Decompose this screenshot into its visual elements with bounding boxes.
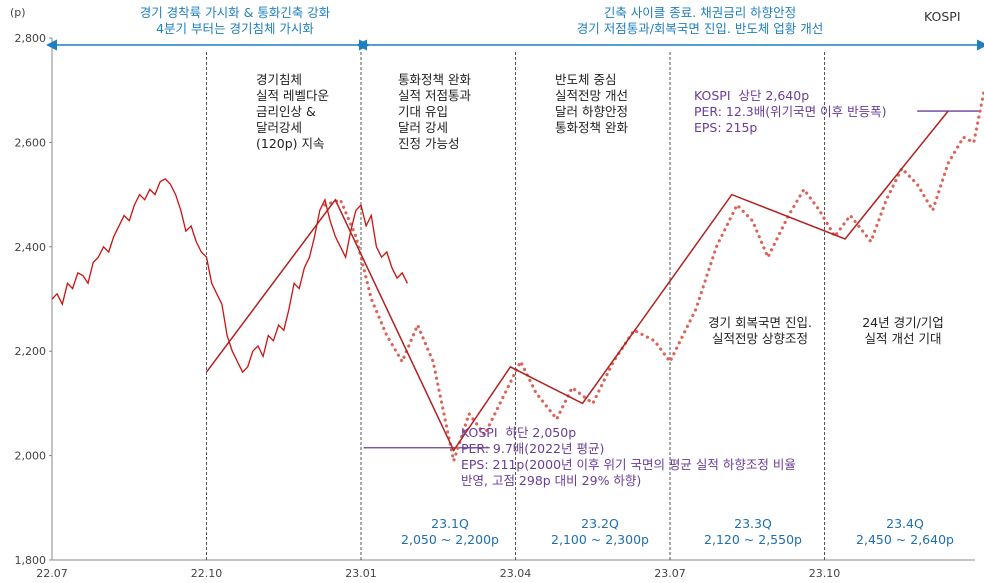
y-tick-label: 2,600 [15, 136, 47, 149]
header-left: 경기 경착륙 가시화 & 통화긴축 강화 4분기 부터는 경기침체 가시화 [139, 5, 331, 36]
quarter-range: 2,050 ~ 2,200p [401, 532, 499, 547]
header-right: 긴축 사이클 종료. 채권금리 하향안정 경기 저점통과/회복국면 진입. 반도… [576, 5, 824, 36]
annotation-q4-2022: 경기침체 실적 레벨다운 금리인상 & 달러강세 (120p) 지속 [256, 72, 329, 151]
annotation-q1-2023: 통화정책 완화 실적 저점통과 기대 유입 달러 강세 진정 가능성 [398, 72, 471, 151]
series-actual [51, 178, 408, 374]
kospi-low-block: KOSPI 하단 2,050p PER: 9.7배(2022년 평균) EPS:… [461, 425, 796, 488]
quarter-label: 23.1Q [431, 516, 469, 531]
quarter-range: 2,450 ~ 2,640p [856, 532, 954, 547]
x-tick-label: 23.07 [654, 567, 686, 580]
series-trend [205, 110, 949, 452]
y-tick-label: 1,800 [15, 554, 47, 567]
x-tick-label: 23.01 [345, 567, 377, 580]
quarter-range: 2,100 ~ 2,300p [551, 532, 649, 547]
quarter-range-1: 23.1Q 2,050 ~ 2,200p [390, 516, 510, 548]
axes: (p) 1,800 2,000 2,200 2,400 2,600 2,800 22.07 22… [10, 6, 975, 580]
quarter-label: 23.4Q [886, 516, 924, 531]
quarter-range-4: 23.4Q 2,450 ~ 2,640p [845, 516, 965, 548]
x-tick-label: 23.04 [500, 567, 532, 580]
quarter-label: 23.3Q [734, 516, 772, 531]
series-dotted [323, 88, 984, 463]
quarter-range: 2,120 ~ 2,550p [704, 532, 802, 547]
quarter-label: 23.2Q [581, 516, 619, 531]
reference-lines [363, 110, 979, 449]
kospi-high-block: KOSPI 상단 2,640p PER: 12.3배(위기국면 이후 반등폭) … [694, 88, 887, 135]
y-tick-label: 2,400 [15, 241, 47, 254]
y-axis-unit: (p) [10, 6, 26, 19]
y-tick-label: 2,200 [15, 345, 47, 358]
legend-kospi: KOSPI [924, 9, 961, 24]
quarter-range-2: 23.2Q 2,100 ~ 2,300p [540, 516, 660, 548]
x-tick-label: 23.10 [809, 567, 841, 580]
y-tick-label: 2,000 [15, 450, 47, 463]
quarter-range-3: 23.3Q 2,120 ~ 2,550p [693, 516, 813, 548]
y-tick-label: 2,800 [15, 32, 47, 45]
series-group [51, 88, 984, 463]
annotation-q4-2023: 24년 경기/기업 실적 개선 기대 [862, 315, 944, 346]
x-tick-label: 22.07 [36, 567, 68, 580]
x-tick-label: 22.10 [191, 567, 223, 580]
annotation-q3-2023: 경기 회복국면 진입. 실적전망 상향조정 [708, 315, 812, 346]
annotation-q2-2023: 반도체 중심 실적전망 개선 달러 하향안정 통화정책 완화 [555, 72, 628, 135]
